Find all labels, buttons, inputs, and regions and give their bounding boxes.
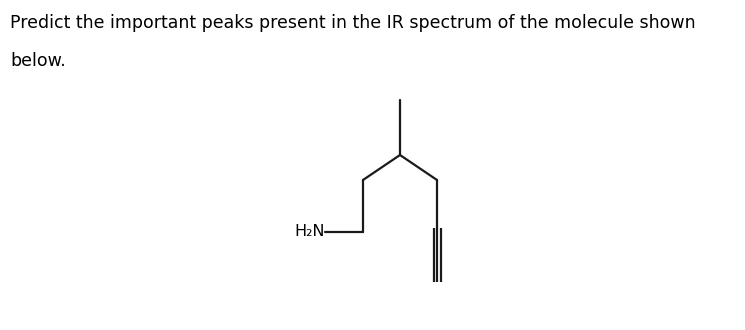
Text: below.: below. [10, 52, 66, 70]
Text: H₂N: H₂N [294, 224, 325, 240]
Text: Predict the important peaks present in the IR spectrum of the molecule shown: Predict the important peaks present in t… [10, 14, 696, 32]
